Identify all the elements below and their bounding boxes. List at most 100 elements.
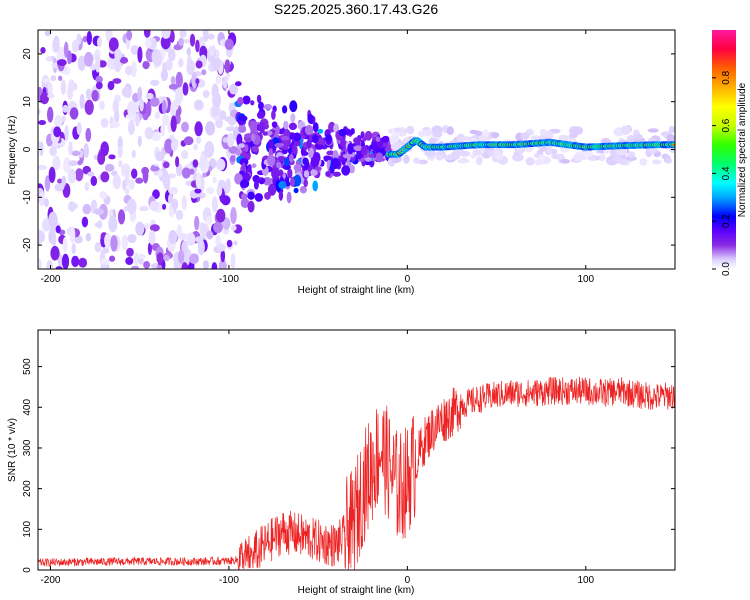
spectrogram-cell: [121, 234, 128, 251]
spectrogram-cell: [162, 161, 170, 169]
spectrogram-x-ticks: -200 -100 0 100: [40, 30, 595, 285]
spectrogram-cell: [226, 133, 235, 148]
spectrogram-cell: [160, 123, 166, 137]
spectrogram-cell: [278, 190, 284, 201]
spectrogram-cell: [112, 99, 119, 113]
spectrogram-cell: [49, 146, 57, 157]
spectrogram-cell: [189, 253, 199, 265]
spectrogram-cell: [258, 101, 264, 111]
spectrogram-cell: [323, 155, 332, 161]
spectrogram-cell: [149, 97, 160, 107]
spectrogram-cell: [191, 72, 198, 89]
spectrogram-cell: [55, 266, 63, 269]
spectrogram-cell: [38, 258, 42, 269]
spectrogram-cell: [213, 221, 223, 234]
spectrogram-cell: [161, 30, 171, 39]
spectrogram-cell: [74, 168, 84, 182]
spectrogram-cell: [632, 133, 643, 141]
spectrogram-cell: [47, 93, 55, 99]
spectrogram-cell: [55, 225, 61, 234]
spectrogram-cell: [39, 141, 44, 156]
spectrogram-cell: [239, 157, 249, 167]
spectrogram-cell: [524, 146, 534, 153]
spectrogram-y-tick-label: 20: [22, 48, 33, 60]
spectrogram-cell: [181, 195, 188, 211]
spectrogram-cell: [240, 179, 250, 188]
spectrogram-cell: [287, 168, 293, 179]
spectrogram-cell: [38, 229, 43, 246]
spectrogram-y-ticks: -20 -10 0 10 20: [22, 48, 675, 252]
colorbar-tick-label: 0.8: [721, 70, 732, 84]
spectrogram-cell: [220, 249, 226, 263]
spectrogram-cell: [135, 177, 144, 184]
spectrogram-cell: [308, 150, 313, 159]
spectrogram-cell: [121, 86, 132, 98]
spectrogram-cell: [403, 154, 410, 164]
spectrogram-cell: [530, 135, 541, 141]
spectrogram-cell: [178, 249, 185, 264]
spectrogram-cell: [258, 121, 266, 134]
spectrogram-cell: [211, 262, 218, 269]
colorbar-tick-label: 0.4: [721, 166, 732, 180]
spectrogram-cell: [164, 138, 173, 154]
spectrogram-cell: [156, 252, 164, 264]
spectrogram-cell: [125, 256, 134, 266]
spectrogram-cell: [233, 240, 238, 246]
spectrogram-cells: [38, 30, 675, 269]
spectrogram-cell: [625, 156, 637, 161]
spectrogram-cell: [79, 93, 85, 110]
spectrogram-cell: [124, 187, 130, 196]
spectrogram-cell: [291, 144, 298, 157]
spectrogram-cell: [71, 39, 79, 53]
snr-y-tick-label: 300: [22, 439, 33, 456]
spectrogram-cell: [99, 190, 108, 200]
spectrogram-cell: [151, 131, 161, 142]
spectrogram-cell: [108, 216, 118, 233]
spectrogram-x-tick-label: -100: [219, 274, 239, 285]
spectrogram-cell: [472, 150, 482, 156]
spectrogram-cell: [178, 37, 185, 47]
spectrogram-cell: [178, 58, 184, 68]
spectrogram-cell: [491, 132, 500, 138]
spectrogram-cell: [215, 158, 226, 171]
spectrogram-cell: [672, 143, 675, 146]
spectrogram-cell: [310, 169, 318, 176]
spectrogram-cell: [48, 211, 58, 229]
spectrogram-cell: [283, 157, 290, 167]
spectrogram-cell: [238, 143, 245, 148]
spectrogram-cell: [39, 92, 50, 105]
spectrogram-cell: [304, 125, 314, 136]
spectrogram-cell: [40, 47, 46, 54]
spectrogram-cell: [181, 121, 189, 133]
spectrogram-cell: [244, 133, 253, 138]
spectrogram-cell: [571, 126, 583, 135]
spectrogram-cell: [306, 139, 312, 149]
spectrogram-cell: [168, 48, 176, 62]
spectrogram-cell: [450, 151, 461, 160]
spectrogram-cell: [197, 239, 205, 256]
spectrogram-cell: [302, 157, 309, 166]
colorbar: 0.0 0.2 0.4 0.6 0.8 Normalized spectral ampl…: [712, 30, 748, 276]
spectrogram-cell: [38, 120, 47, 126]
spectrogram-cell: [95, 81, 103, 90]
spectrogram-cell: [110, 121, 120, 129]
spectrogram-cell: [68, 160, 78, 167]
spectrogram-cell: [144, 222, 150, 230]
spectrogram-cell: [230, 224, 237, 231]
spectrogram-x-tick-label: 0: [405, 274, 411, 285]
spectrogram-cell: [281, 105, 288, 114]
spectrogram-cell: [144, 38, 152, 49]
spectrogram-cell: [131, 149, 136, 159]
spectrogram-cell: [117, 145, 123, 158]
spectrogram-cell: [432, 131, 443, 138]
spectrogram-cell: [60, 79, 67, 96]
spectrogram-cell: [195, 172, 202, 190]
spectrogram-cell: [155, 151, 165, 162]
spectrogram-cell: [183, 136, 194, 146]
spectrogram-cell: [175, 87, 184, 105]
spectrogram-cell: [42, 77, 51, 83]
spectrogram-cell: [303, 178, 308, 188]
spectrogram-cell: [520, 132, 530, 140]
spectrogram-cell: [340, 138, 347, 147]
